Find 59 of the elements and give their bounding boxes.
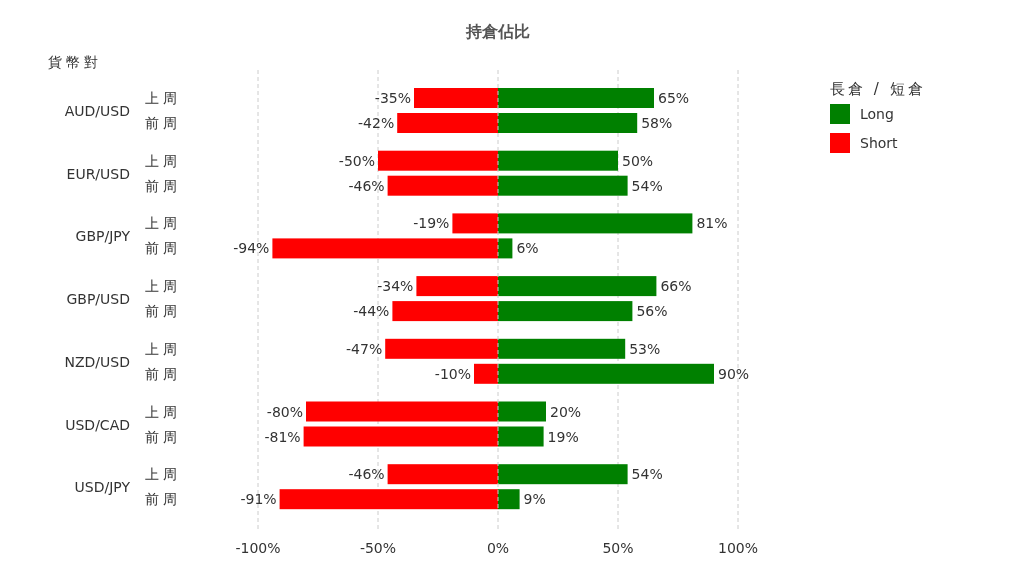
data-label: 58% (641, 115, 673, 131)
y-tick-label: 前周 (145, 303, 181, 320)
data-label: 54% (631, 466, 663, 483)
y-tick-label: 上周 (145, 90, 181, 106)
text: USD/CAD (65, 416, 130, 433)
data-label: -46% (348, 177, 385, 194)
y-tick-label: 前周 (145, 365, 181, 382)
data-label: 54% (631, 177, 663, 194)
text: NZD/USD (64, 353, 130, 370)
data-label: 19% (547, 428, 579, 445)
data-label: 90% (718, 365, 750, 382)
data-label: 9% (523, 491, 546, 508)
data-label: -94% (233, 240, 270, 257)
data-label: -44% (353, 303, 390, 320)
data-label: 20% (550, 403, 582, 420)
legend-title: 長倉 / 短倉 (830, 80, 926, 98)
y-axis-title: 貨幣對 (48, 54, 102, 70)
data-label: -35% (374, 90, 411, 106)
y-tick-label: 前周 (145, 428, 181, 445)
x-tick-label: -50% (359, 540, 397, 556)
chart-title: 持倉佔比 (465, 22, 530, 41)
text: GBP/JPY (75, 228, 131, 245)
text: EUR/USD (66, 165, 130, 182)
y-tick-label: 上周 (145, 340, 181, 357)
y-tick-label: 上周 (145, 403, 181, 420)
x-tick-label: 100% (717, 540, 759, 556)
data-label: -46% (348, 466, 385, 483)
data-label: -80% (266, 403, 303, 420)
x-tick-label: -100% (235, 540, 281, 556)
data-label: -10% (434, 365, 471, 382)
data-label: -50% (338, 152, 375, 169)
text: GBP/USD (66, 291, 130, 308)
y-tick-label: 前周 (145, 491, 181, 508)
data-label: 53% (629, 340, 661, 357)
data-label: -91% (240, 491, 277, 508)
y-tick-label: 上周 (145, 215, 181, 232)
y-tick-label: 上周 (145, 278, 181, 295)
data-label: -19% (413, 215, 450, 232)
data-label: 56% (636, 303, 668, 320)
text: AUD/USD (64, 103, 130, 119)
y-tick-label: 前周 (145, 240, 181, 257)
data-label: -34% (377, 278, 414, 295)
y-tick-label: 上周 (145, 466, 181, 483)
text: USD/JPY (74, 479, 131, 496)
data-label: 81% (696, 215, 728, 232)
y-tick-label: 上周 (145, 152, 181, 169)
data-label: -81% (264, 428, 301, 445)
data-label: 50% (622, 152, 654, 169)
y-tick-label: 前周 (145, 177, 181, 194)
data-label: -47% (346, 340, 383, 357)
y-tick-label: 前周 (145, 115, 181, 131)
x-tick-label: 50% (602, 540, 634, 556)
data-label: -42% (358, 115, 395, 131)
legend-label: Short (860, 135, 899, 151)
data-label: 66% (660, 278, 692, 295)
legend-label: Long (860, 106, 894, 122)
data-label: 65% (658, 90, 690, 106)
data-label: 6% (516, 240, 539, 257)
x-tick-label: 0% (486, 540, 510, 556)
